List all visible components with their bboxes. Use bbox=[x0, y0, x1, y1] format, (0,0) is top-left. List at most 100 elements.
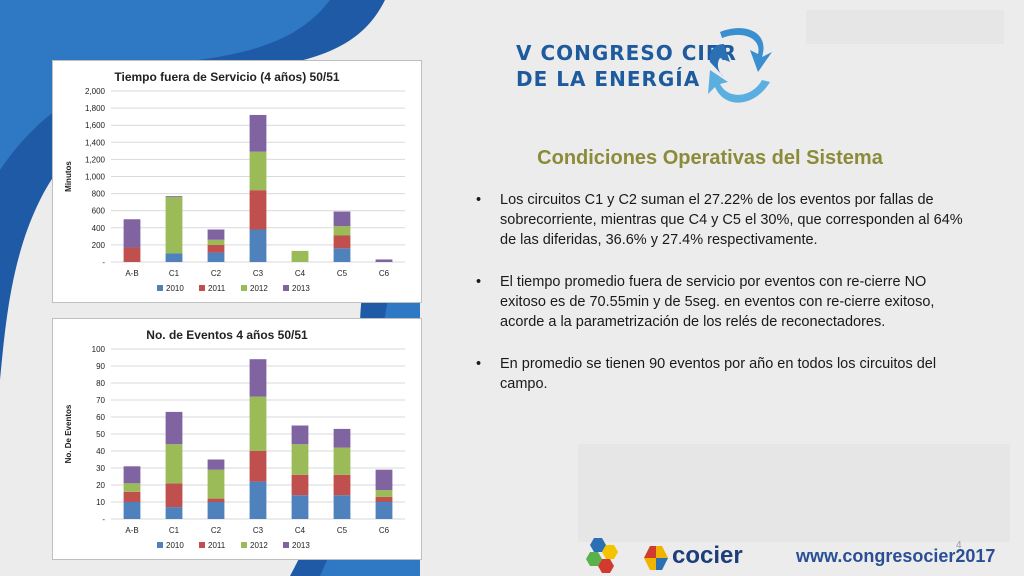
legend-label: 2010 bbox=[166, 541, 184, 550]
y-tick-label: 1,000 bbox=[85, 173, 106, 182]
x-tick-label: A-B bbox=[125, 526, 138, 535]
bar-segment-2012-C3 bbox=[249, 396, 267, 451]
bar-segment-2011-C2 bbox=[207, 498, 225, 502]
chart-panel-downtime: Tiempo fuera de Servicio (4 años) 50/51 -… bbox=[52, 60, 422, 303]
y-tick-label: 1,400 bbox=[85, 138, 106, 147]
x-tick-label: C6 bbox=[379, 269, 390, 278]
bar-segment-2013-C2 bbox=[207, 229, 225, 240]
y-tick-label: 800 bbox=[92, 190, 106, 199]
y-tick-label: 400 bbox=[92, 224, 106, 233]
y-tick-label: 1,800 bbox=[85, 104, 106, 113]
bar-segment-2011-A-B bbox=[123, 491, 141, 502]
congress-logo-text: V CONGRESO CIER DE LA ENERGÍA bbox=[516, 40, 737, 92]
cier-logo-icon bbox=[586, 538, 618, 573]
bottom-right-placeholder bbox=[578, 444, 1010, 542]
bar-segment-2010-C2 bbox=[207, 252, 225, 262]
bar-segment-2012-C4 bbox=[291, 444, 309, 475]
footer-url[interactable]: www.congresocier2017 bbox=[796, 546, 996, 566]
x-tick-label: C4 bbox=[295, 526, 306, 535]
cocier-brand-text: cocier bbox=[672, 542, 743, 569]
bar-segment-2011-C4 bbox=[291, 474, 309, 496]
bar-segment-2010-C3 bbox=[249, 481, 267, 519]
chart-title: Tiempo fuera de Servicio (4 años) 50/51 bbox=[114, 70, 340, 84]
cocier-logo-icon bbox=[644, 546, 668, 570]
bar-segment-2010-C6 bbox=[375, 502, 393, 519]
legend-swatch bbox=[241, 285, 247, 291]
y-tick-label: 30 bbox=[96, 464, 105, 473]
bullet-marker: • bbox=[476, 274, 482, 290]
legend-label: 2011 bbox=[208, 541, 226, 550]
bar-segment-2012-C5 bbox=[333, 447, 351, 475]
top-right-placeholder bbox=[806, 10, 1004, 44]
chart-panel-events: No. de Eventos 4 años 50/51 - 10 20 30 40 50 60… bbox=[52, 318, 422, 560]
x-tick-label: C2 bbox=[211, 269, 222, 278]
bullet-item: • En promedio se tienen 90 eventos por añ… bbox=[476, 354, 976, 394]
bullet-item: • El tiempo promedio fuera de servicio po… bbox=[476, 272, 976, 332]
bar-segment-2010-C1 bbox=[165, 253, 183, 262]
y-axis-label: No. De Eventos bbox=[64, 404, 73, 463]
chart-title: No. de Eventos 4 años 50/51 bbox=[146, 328, 308, 342]
y-tick-label: 90 bbox=[96, 362, 105, 371]
bar-segment-2013-C5 bbox=[333, 428, 351, 448]
y-tick-label: - bbox=[102, 258, 105, 267]
bar-segment-2013-A-B bbox=[123, 466, 141, 484]
bar-segment-2011-C1 bbox=[165, 483, 183, 508]
legend-swatch bbox=[199, 285, 205, 291]
bar-segment-2011-C3 bbox=[249, 190, 267, 230]
x-tick-label: C1 bbox=[169, 526, 180, 535]
x-tick-label: C2 bbox=[211, 526, 222, 535]
bar-segment-2012-C2 bbox=[207, 239, 225, 245]
y-tick-label: 50 bbox=[96, 430, 105, 439]
bullet-text: El tiempo promedio fuera de servicio por… bbox=[500, 274, 935, 330]
bar-segment-2012-C1 bbox=[165, 197, 183, 254]
y-tick-label: 1,200 bbox=[85, 155, 106, 164]
legend-swatch bbox=[283, 285, 289, 291]
bar-segment-2011-C2 bbox=[207, 244, 225, 253]
chart-downtime: Tiempo fuera de Servicio (4 años) 50/51 -… bbox=[64, 70, 405, 293]
bar-segment-2012-C4 bbox=[291, 250, 309, 262]
bar-segment-2011-C6 bbox=[375, 496, 393, 502]
y-tick-label: 1,600 bbox=[85, 121, 106, 130]
logo-line-2: DE LA ENERGÍA bbox=[516, 67, 701, 91]
y-tick-label: 600 bbox=[92, 207, 106, 216]
y-tick-label: 2,000 bbox=[85, 87, 106, 96]
chart-events: No. de Eventos 4 años 50/51 - 10 20 30 40 50 60… bbox=[64, 328, 405, 550]
bar-segment-2010-A-B bbox=[123, 502, 141, 519]
y-tick-label: 20 bbox=[96, 481, 105, 490]
legend-label: 2010 bbox=[166, 284, 184, 293]
bar-segment-2011-C5 bbox=[333, 235, 351, 249]
y-tick-label: 40 bbox=[96, 447, 105, 456]
y-axis-label: Minutos bbox=[64, 161, 73, 192]
bar-segment-2012-C2 bbox=[207, 469, 225, 499]
bar-segment-2013-C5 bbox=[333, 211, 351, 227]
y-tick-label: 10 bbox=[96, 498, 105, 507]
bullet-marker: • bbox=[476, 192, 482, 208]
bar-segment-2013-A-B bbox=[123, 219, 141, 248]
y-tick-label: 70 bbox=[96, 396, 105, 405]
bar-segment-2013-C6 bbox=[375, 469, 393, 491]
x-tick-label: C5 bbox=[337, 526, 348, 535]
y-tick-label: 100 bbox=[92, 345, 106, 354]
bar-segment-2013-C4 bbox=[291, 425, 309, 445]
bar-segment-2012-C1 bbox=[165, 444, 183, 484]
bullet-list: • Los circuitos C1 y C2 suman el 27.22% d… bbox=[476, 190, 976, 416]
legend-label: 2013 bbox=[292, 541, 310, 550]
legend-swatch bbox=[241, 542, 247, 548]
page-number: 4 bbox=[956, 540, 962, 551]
legend-label: 2013 bbox=[292, 284, 310, 293]
bar-segment-2013-C3 bbox=[249, 359, 267, 397]
legend-label: 2012 bbox=[250, 284, 268, 293]
legend-swatch bbox=[283, 542, 289, 548]
x-tick-label: C1 bbox=[169, 269, 180, 278]
y-tick-label: 200 bbox=[92, 241, 106, 250]
bar-segment-2012-C3 bbox=[249, 151, 267, 191]
legend-label: 2012 bbox=[250, 541, 268, 550]
bullet-marker: • bbox=[476, 356, 482, 372]
bullet-text: En promedio se tienen 90 eventos por año… bbox=[500, 356, 937, 392]
legend-swatch bbox=[199, 542, 205, 548]
y-tick-label: 80 bbox=[96, 379, 105, 388]
x-tick-label: C4 bbox=[295, 269, 306, 278]
bar-segment-2012-A-B bbox=[123, 483, 141, 492]
bar-segment-2011-A-B bbox=[123, 247, 141, 262]
bullet-item: • Los circuitos C1 y C2 suman el 27.22% d… bbox=[476, 190, 976, 250]
